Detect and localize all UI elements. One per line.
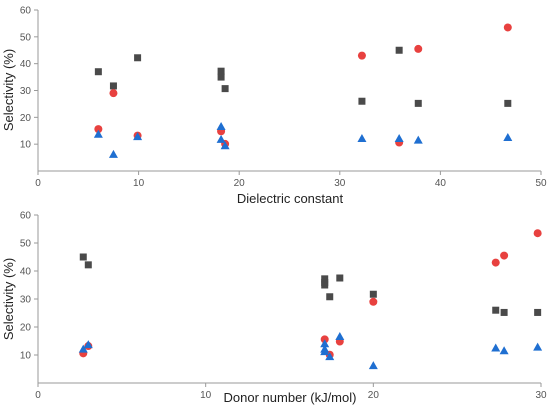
y-tick-label: 30 [20,86,32,97]
square-point [221,85,229,93]
triangle-point [108,149,118,158]
y-tick-label: 10 [20,140,32,151]
x-tick-label: 30 [535,390,547,401]
y-tick-label: 20 [20,323,32,334]
x-axis-title: Donor number (kJ/mol) [224,390,357,405]
square-point [321,281,329,289]
square-point [369,290,377,298]
square-point [134,54,142,62]
triangle-point [503,132,513,141]
y-tick-label: 20 [20,113,32,124]
circle-point [369,297,378,306]
square-point [492,306,500,314]
triangle-point [413,135,423,144]
circle-point [503,23,512,32]
circle-point [109,89,118,98]
triangle-point [325,352,335,361]
square-point [94,68,102,76]
chart-donor-number: 0 10 20 30 10 20 30 40 50 60 Donor number (kJ/mol… [1,211,547,406]
triangle-point [499,346,509,355]
x-tick-label: 40 [435,178,447,189]
triangle-point [93,129,103,138]
triangle-point [216,121,226,130]
triangle-point [78,344,88,353]
circle-point [357,51,366,60]
y-axis-title: Selectivity (%) [1,258,16,340]
y-tick-label: 50 [20,32,32,43]
circle-point [414,44,423,53]
x-tick-label: 20 [234,178,246,189]
triangle-point [83,340,93,349]
data-points [93,23,513,158]
square-point [358,97,366,105]
y-tick-label: 40 [20,59,32,70]
triangle-point [533,342,543,351]
square-point [534,308,542,316]
y-tick-label: 60 [20,6,32,17]
square-point [500,308,508,316]
triangle-point [220,141,230,150]
x-axis-title: Dielectric constant [237,191,344,206]
triangle-point [368,361,378,370]
chart-dielectric-constant: 0 10 20 30 40 50 10 20 30 40 50 60 Dielectric const… [1,6,547,207]
y-tick-label: 10 [20,351,32,362]
square-point [395,46,403,54]
square-point [326,293,334,301]
square-point [336,274,344,282]
x-tick-label: 10 [133,178,145,189]
square-point [79,253,87,261]
y-tick-label: 40 [20,267,32,278]
square-point [504,99,512,107]
square-point [84,261,92,269]
x-tick-label: 50 [535,178,547,189]
triangle-point [216,134,226,143]
y-axis-title: Selectivity (%) [1,49,16,131]
circle-point [533,229,542,238]
x-tick-label: 20 [368,390,380,401]
circle-point [500,251,509,260]
tick-labels: 0 10 20 30 40 50 10 20 30 40 50 60 [20,6,547,190]
x-tick-label: 0 [35,178,41,189]
x-tick-label: 10 [200,390,212,401]
triangle-point [357,134,367,143]
y-tick-label: 30 [20,295,32,306]
triangle-point [394,134,404,143]
x-tick-label: 0 [35,390,41,401]
square-point [217,73,225,81]
y-tick-label: 60 [20,211,32,222]
triangle-point [320,347,330,356]
circle-point [94,125,103,134]
data-points [78,229,543,370]
y-tick-label: 50 [20,239,32,250]
square-point [321,275,329,283]
triangle-point [320,339,330,348]
triangle-point [133,132,143,141]
square-point [217,67,225,75]
square-point [414,99,422,107]
square-point [109,82,117,90]
triangle-point [491,343,501,352]
triangle-point [335,332,345,341]
x-tick-label: 30 [334,178,346,189]
circle-point [491,258,500,267]
tick-labels: 0 10 20 30 10 20 30 40 50 60 [20,211,547,402]
